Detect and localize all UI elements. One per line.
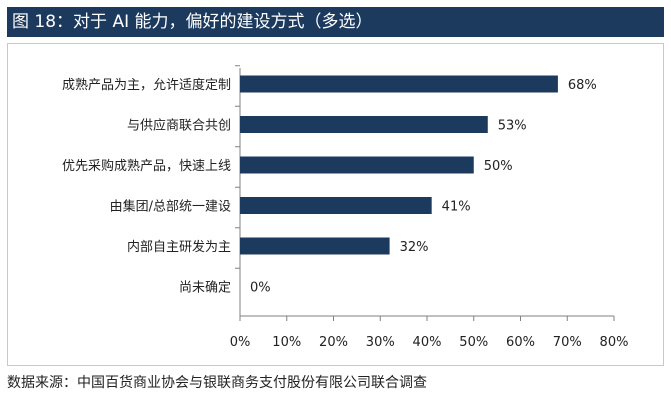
x-tick-label: 80% [600,335,629,350]
value-label: 50% [484,159,513,174]
title-bar: 图 18：对于 AI 能力，偏好的建设方式（多选） [7,7,664,37]
x-tick-label: 10% [272,335,301,350]
bar [240,116,488,133]
category-label: 优先采购成熟产品，快速上线 [62,158,231,174]
value-label: 0% [250,281,271,296]
category-label: 由集团/总部统一建设 [110,199,231,215]
x-tick-label: 0% [230,335,251,350]
x-tick-label: 70% [553,335,582,350]
category-label: 成熟产品为主，允许适度定制 [62,77,231,93]
value-label: 32% [400,240,429,255]
category-label: 尚未确定 [179,281,231,296]
value-label: 41% [442,200,471,215]
bar-chart: 0% 10% 20% 30% 40% 50% 60% 70% 80% 成熟产品为主，允许适度定制 6… [62,65,629,350]
x-tick-label: 20% [319,335,348,350]
bar [240,237,390,255]
bar [240,75,558,93]
bar [240,197,432,214]
chart-frame [7,43,664,366]
bar [240,156,474,174]
chart-title: 图 18：对于 AI 能力，偏好的建设方式（多选） [12,12,373,32]
x-tick-label: 30% [366,335,395,350]
value-label: 68% [568,78,597,93]
value-label: 53% [498,119,527,134]
x-tick-label: 40% [413,335,442,350]
x-tick-label: 60% [506,335,535,350]
source-note: 数据来源：中国百货商业协会与银联商务支付股份有限公司联合调查 [7,375,427,391]
category-label: 与供应商联合共创 [127,118,231,134]
x-tick-label: 50% [459,335,488,350]
category-label: 内部自主研发为主 [127,239,231,255]
